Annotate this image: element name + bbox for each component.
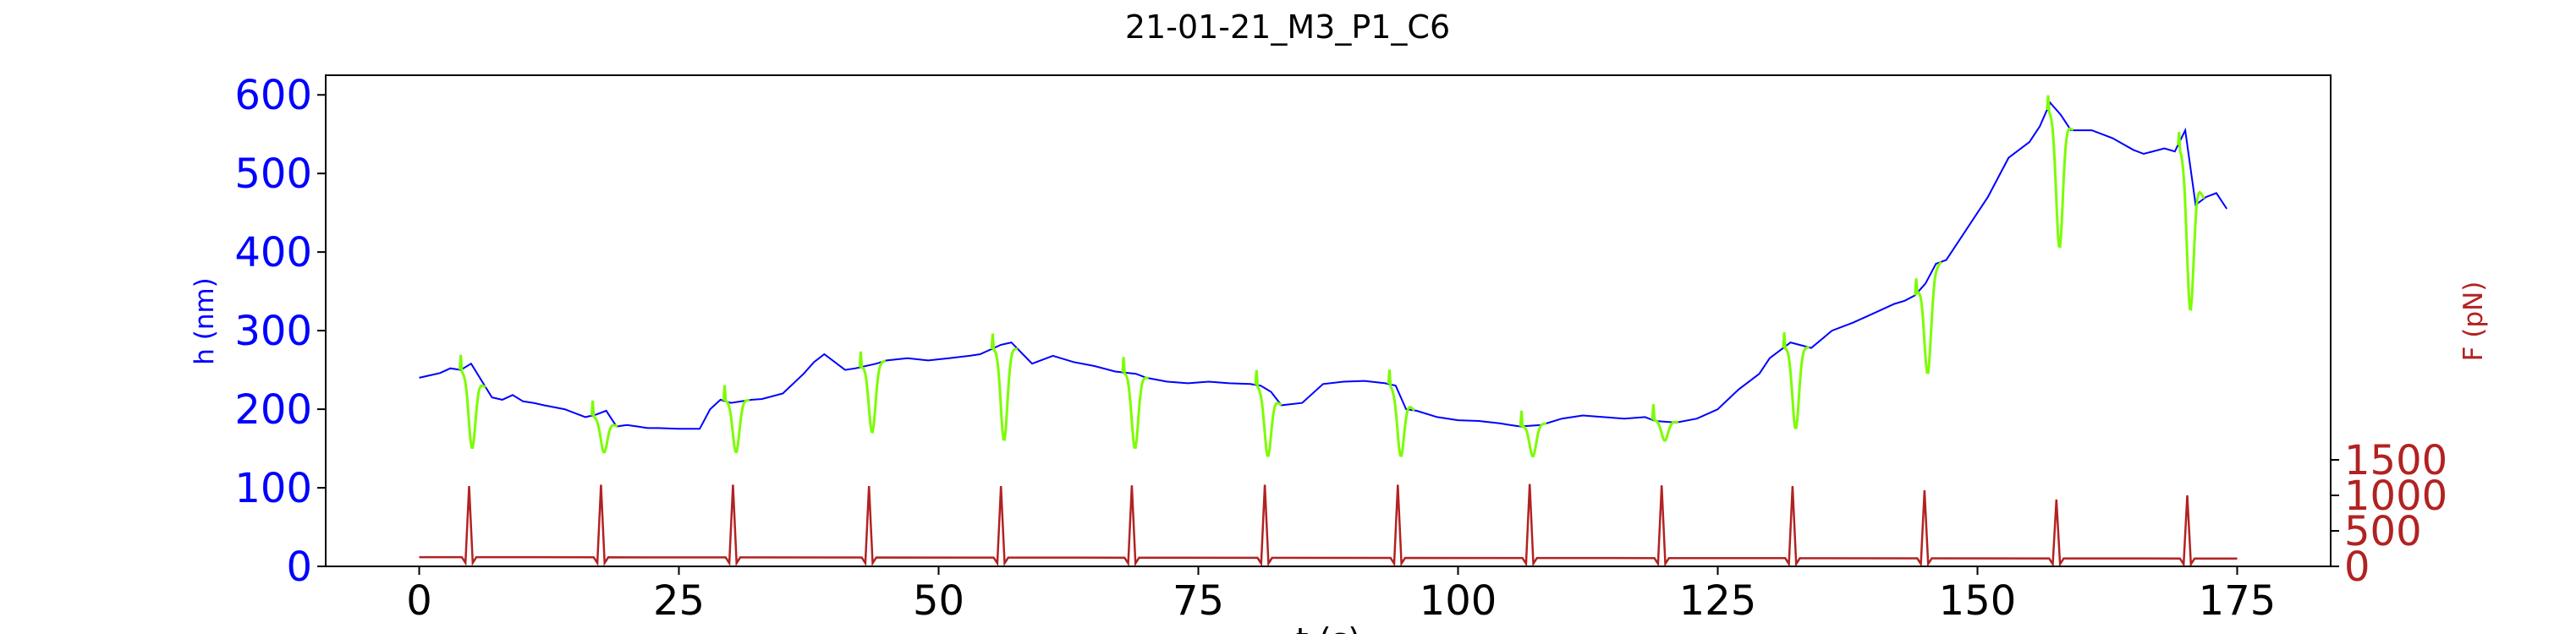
y-left-tick-label: 400 (234, 229, 312, 276)
y-left-tick-label: 200 (234, 386, 312, 434)
x-tick-label: 125 (1679, 577, 1757, 625)
y-axis-label-left: h (nm) (189, 277, 220, 365)
y-left-tick-label: 300 (234, 308, 312, 355)
y-left-tick-label: 100 (234, 465, 312, 512)
height-series-line (420, 103, 2227, 429)
x-tick-label: 25 (653, 577, 705, 625)
plot-lines (420, 96, 2238, 565)
plot-frame (326, 75, 2331, 566)
y-left-tick-label: 500 (234, 150, 312, 198)
axis-ticks: 0 25 50 75 100 125 150 175010020030040050060005… (234, 72, 2447, 625)
x-axis-label: t (s) (1296, 621, 1360, 634)
y-left-tick-label: 0 (286, 544, 312, 591)
height-pulse-7 (1388, 369, 1414, 456)
x-tick-label: 0 (406, 577, 432, 625)
y-axis-label-right: F (pN) (2458, 281, 2489, 362)
height-pulse-5 (1123, 357, 1149, 447)
x-tick-label: 75 (1173, 577, 1224, 625)
chart-title: 21-01-21_M3_P1_C6 (1125, 8, 1450, 46)
y-right-tick-label: 1500 (2344, 437, 2447, 484)
height-pulse-8 (1520, 411, 1546, 456)
x-tick-label: 50 (913, 577, 964, 625)
x-tick-label: 175 (2199, 577, 2277, 625)
height-pulse-2 (723, 385, 750, 452)
force-series-line (420, 484, 2238, 565)
height-pulse-4 (991, 334, 1018, 440)
height-pulse-12 (2047, 96, 2073, 247)
height-pulse-6 (1255, 370, 1282, 456)
x-tick-label: 100 (1420, 577, 1497, 625)
y-left-tick-label: 600 (234, 72, 312, 119)
x-tick-label: 150 (1939, 577, 2017, 625)
height-pulse-13 (2178, 132, 2205, 309)
height-pulse-1 (591, 401, 618, 452)
